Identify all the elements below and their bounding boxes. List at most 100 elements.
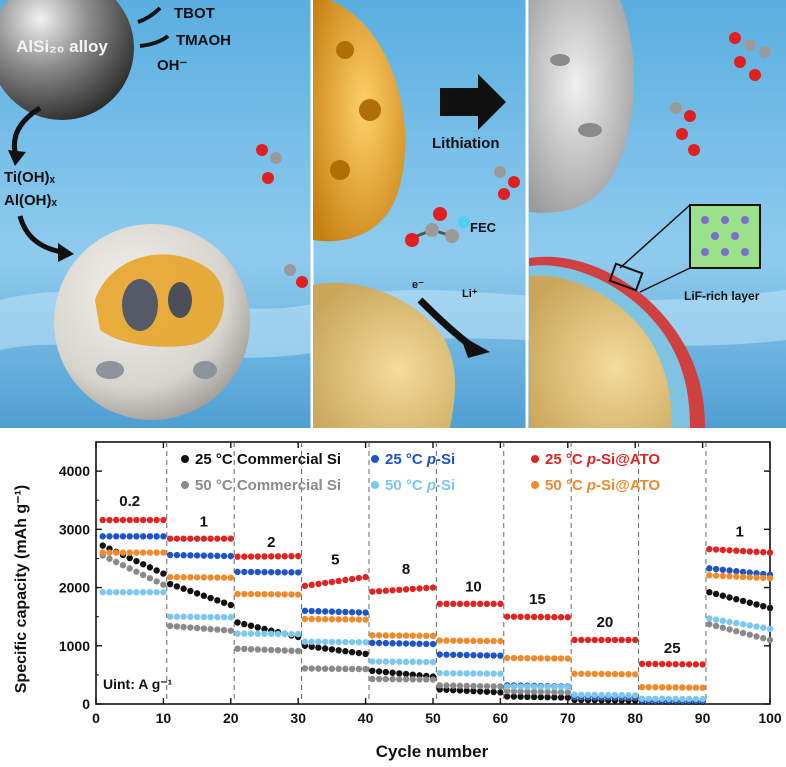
legend: 25 °C Commercial Si 50 °C Commercial Si 25… [181, 451, 660, 494]
data-point [133, 557, 140, 565]
data-point [571, 636, 578, 644]
data-point [672, 684, 679, 691]
legend-marker [181, 481, 189, 489]
data-point [618, 670, 625, 678]
data-point [652, 695, 659, 703]
data-point [544, 613, 551, 621]
data-point [450, 682, 457, 689]
data-point [497, 670, 504, 677]
data-point [712, 590, 720, 598]
data-point [591, 670, 598, 678]
data-point [598, 670, 605, 678]
data-point [133, 549, 140, 556]
data-point [692, 695, 700, 703]
data-point [537, 613, 545, 621]
data-point [719, 572, 727, 580]
data-point [544, 694, 551, 701]
data-point [618, 691, 625, 699]
data-point [389, 669, 396, 676]
data-point [389, 587, 396, 594]
data-point [578, 636, 585, 644]
data-point [463, 682, 470, 690]
data-point [113, 589, 120, 596]
data-point [153, 589, 160, 596]
data-point [295, 630, 302, 638]
data-point [220, 552, 228, 560]
data-point [139, 561, 147, 568]
legend-item: 25 °C p-Si [371, 451, 455, 468]
data-point [241, 590, 248, 598]
data-point [476, 652, 484, 659]
data-point [308, 638, 315, 645]
lithiated-hemisphere [529, 0, 634, 213]
data-point [719, 617, 727, 624]
data-point [766, 625, 774, 633]
data-point [497, 637, 504, 645]
data-point [160, 549, 167, 556]
data-point [470, 637, 477, 645]
data-point [719, 624, 727, 631]
data-point [611, 636, 619, 644]
data-point [113, 558, 120, 566]
rate-label: 15 [529, 591, 546, 608]
data-point [369, 639, 376, 647]
data-point [126, 589, 133, 596]
data-point [328, 616, 336, 623]
legend-label: 25 °C p-Si [385, 451, 455, 468]
data-point [557, 689, 565, 696]
data-point [766, 636, 774, 644]
data-point [220, 535, 228, 542]
data-point [719, 566, 727, 573]
data-point [746, 574, 753, 581]
data-point [375, 658, 383, 665]
data-point [220, 574, 228, 581]
x-tick-label: 90 [695, 710, 711, 726]
data-point [295, 569, 302, 576]
data-point [524, 613, 531, 621]
data-point [760, 602, 767, 610]
data-point [503, 693, 511, 700]
data-point [537, 688, 545, 696]
data-point [760, 635, 767, 642]
data-point [281, 647, 288, 654]
data-point [348, 638, 356, 646]
data-point [193, 574, 201, 581]
lithium-ion-label: Li⁺ [462, 288, 478, 300]
data-point [429, 658, 437, 666]
data-point [153, 578, 160, 585]
zoom-line [619, 204, 691, 269]
data-point [429, 584, 437, 591]
data-point [638, 660, 646, 668]
lithiation-arrow [440, 74, 506, 130]
data-point [180, 535, 187, 542]
data-point [389, 675, 396, 683]
data-point [456, 670, 464, 677]
fec-molecule [256, 144, 282, 184]
data-point [517, 693, 524, 700]
particle-pore [96, 361, 124, 379]
data-point [348, 648, 356, 656]
data-point [490, 637, 497, 645]
data-point [328, 665, 336, 672]
data-point [564, 655, 571, 662]
alloy-label: AlSi₂₀ alloy [16, 37, 108, 56]
data-point [746, 631, 753, 638]
data-point [348, 575, 356, 583]
data-point [490, 600, 497, 608]
data-point [295, 591, 302, 598]
data-point [557, 694, 565, 701]
hydroxide-label: Ti(OH)ₓ [4, 169, 56, 186]
data-point [207, 613, 214, 621]
data-point [321, 608, 329, 615]
data-point [470, 600, 477, 608]
x-tick-label: 60 [493, 710, 509, 726]
data-point [544, 688, 551, 696]
data-point [146, 549, 154, 556]
data-point [571, 691, 578, 698]
data-point [139, 589, 147, 596]
fec-molecule [284, 264, 308, 288]
data-point [483, 688, 491, 695]
data-point [193, 590, 201, 597]
data-point [423, 640, 430, 648]
